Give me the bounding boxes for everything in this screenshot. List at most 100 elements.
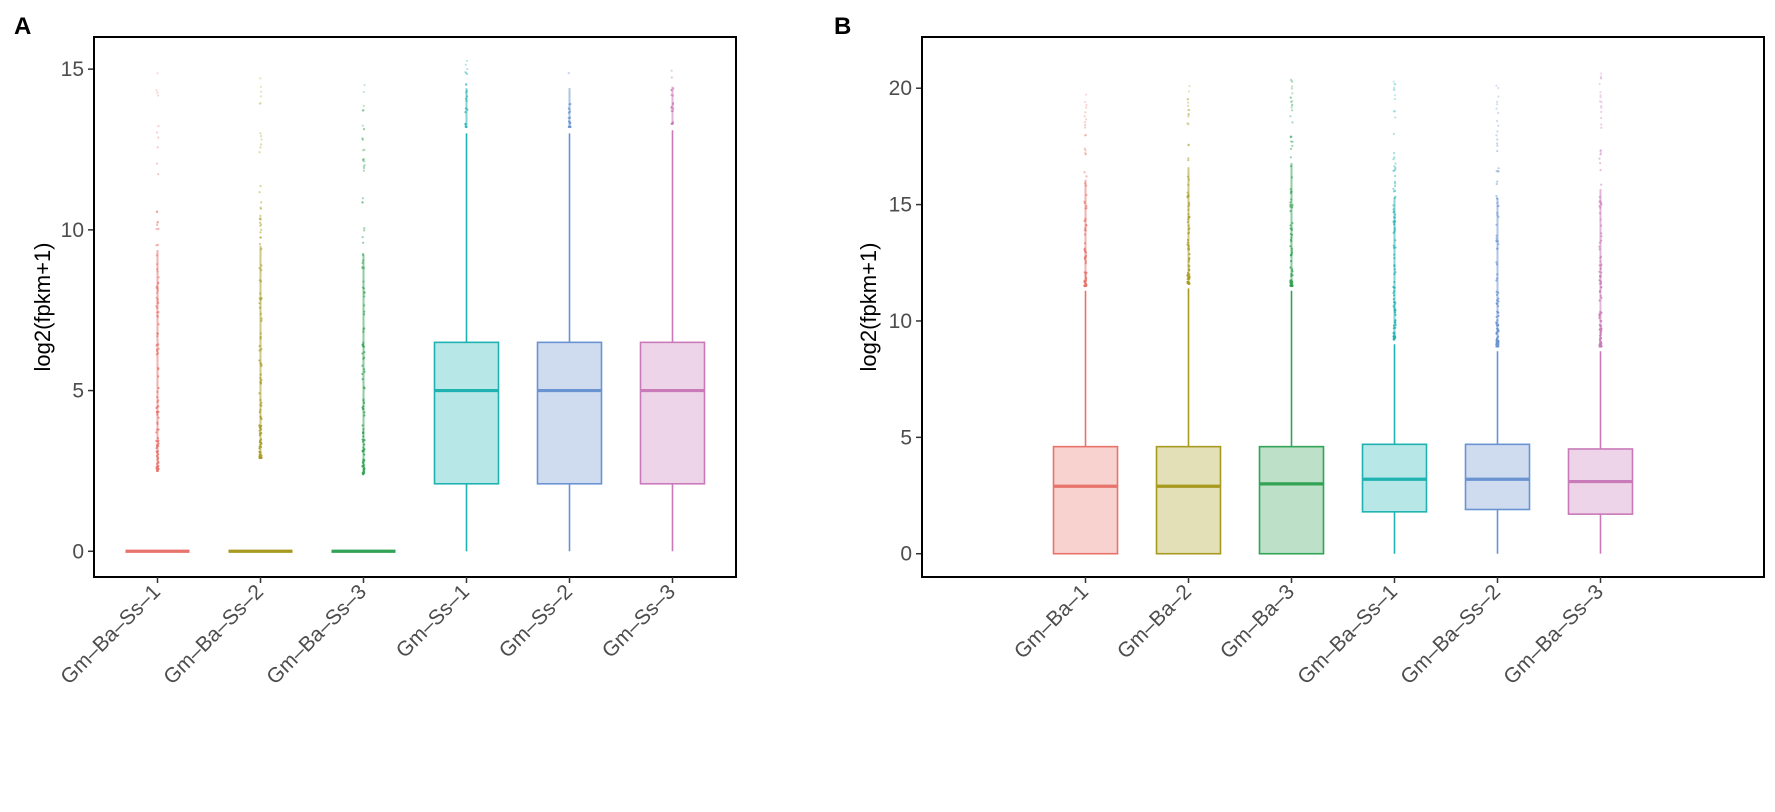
- outlier-point: [1187, 113, 1190, 116]
- outlier-point: [362, 109, 365, 112]
- outlier-point: [155, 162, 159, 165]
- outlier-point: [1495, 107, 1498, 110]
- outlier-point: [1394, 168, 1397, 171]
- outlier-point: [362, 241, 365, 244]
- outlier-point: [1084, 100, 1087, 104]
- outlier-point: [260, 201, 263, 204]
- outlier-point: [1085, 106, 1088, 109]
- outlier-point: [1497, 124, 1500, 127]
- outlier-point: [1496, 142, 1499, 145]
- x-tick-label: Gm–Ss–2: [495, 580, 577, 662]
- outlier-point: [363, 227, 366, 230]
- box-1: [125, 72, 190, 553]
- outlier-point: [1598, 157, 1601, 160]
- outlier-point: [1598, 100, 1602, 103]
- outlier-point: [363, 164, 366, 167]
- outlier-point: [1084, 111, 1087, 114]
- outlier-point: [1290, 104, 1294, 107]
- outlier-point: [1599, 75, 1603, 78]
- outlier-point: [1393, 184, 1397, 188]
- outlier-point: [362, 127, 366, 130]
- outlier-point: [258, 221, 262, 224]
- outlier-point: [1290, 87, 1294, 90]
- outlier-point: [156, 72, 159, 75]
- outlier-point: [1496, 170, 1499, 173]
- outlier-point: [1085, 175, 1088, 178]
- box-5: [536, 72, 603, 552]
- x-tick-label: Gm–Ss–1: [392, 580, 474, 662]
- outlier-point: [1188, 109, 1191, 112]
- outlier-point: [156, 221, 159, 224]
- panel-a: Alog2(fpkm+1)051015Gm–Ba–Ss–1Gm–Ba–Ss–2G…: [14, 13, 737, 689]
- outlier-point: [1600, 183, 1603, 186]
- outlier-point: [1392, 132, 1395, 135]
- outlier-point: [1598, 82, 1601, 86]
- outlier-point: [361, 137, 364, 140]
- outlier-point: [258, 217, 261, 220]
- box-4: [1361, 80, 1428, 554]
- outlier-point: [362, 109, 365, 112]
- outlier-point: [1497, 111, 1500, 115]
- outlier-point: [1084, 149, 1087, 152]
- outlier-point: [1392, 110, 1395, 113]
- outlier-point: [259, 218, 262, 221]
- outlier-point: [1394, 174, 1397, 178]
- outlier-point: [157, 227, 160, 230]
- outlier-point: [1291, 92, 1294, 95]
- outlier-point: [1290, 140, 1293, 143]
- outlier-point: [362, 104, 365, 107]
- outlier-point: [1394, 162, 1397, 165]
- outlier-point: [1496, 144, 1499, 147]
- outlier-point: [1392, 190, 1396, 193]
- outlier-point: [1085, 103, 1088, 107]
- outlier-point: [1496, 180, 1499, 183]
- outlier-point: [1392, 187, 1395, 190]
- outlier-point: [362, 165, 365, 168]
- outlier-point: [465, 71, 468, 75]
- outlier-point: [259, 217, 262, 220]
- outlier-point: [260, 134, 263, 138]
- outlier-point: [258, 102, 261, 105]
- y-axis-title: log2(fpkm+1): [856, 242, 881, 371]
- outlier-point: [1495, 134, 1498, 137]
- outlier-point: [157, 136, 160, 139]
- y-tick-label: 5: [72, 380, 84, 403]
- outlier-point: [465, 59, 469, 63]
- outlier-point: [1290, 85, 1294, 88]
- outlier-point: [1393, 156, 1396, 159]
- box-6: [1567, 72, 1634, 554]
- outlier-point: [1599, 153, 1602, 156]
- outlier-point: [1187, 123, 1190, 126]
- outlier-point: [1085, 118, 1088, 121]
- outlier-point: [1394, 116, 1397, 119]
- outlier-point: [1393, 110, 1397, 113]
- outlier-point: [361, 149, 365, 152]
- outlier-point: [361, 109, 364, 112]
- x-tick-label: Gm–Ss–3: [598, 580, 680, 662]
- outlier-point: [1289, 96, 1292, 99]
- outlier-point: [1289, 100, 1293, 104]
- box-body: [1258, 445, 1325, 555]
- outlier-point: [1084, 123, 1087, 127]
- outlier-point: [259, 231, 262, 234]
- outlier-point: [259, 143, 263, 146]
- outlier-point: [465, 72, 469, 76]
- outlier-point: [156, 146, 159, 149]
- outlier-point: [1187, 157, 1190, 160]
- outlier-point: [1083, 171, 1086, 174]
- y-tick-label: 10: [61, 219, 84, 242]
- outlier-point: [1495, 119, 1499, 123]
- outlier-point: [464, 63, 467, 66]
- panel-frame: [93, 36, 737, 578]
- outlier-point: [1187, 144, 1190, 147]
- box-body: [1155, 445, 1222, 555]
- box-3: [1258, 78, 1325, 555]
- outlier-point: [1187, 101, 1190, 104]
- outlier-point: [1084, 133, 1087, 137]
- outlier-point: [361, 124, 364, 127]
- outlier-point: [1495, 182, 1498, 186]
- outlier-point: [1085, 93, 1088, 96]
- outlier-point: [1187, 104, 1190, 107]
- outlier-point: [567, 72, 570, 75]
